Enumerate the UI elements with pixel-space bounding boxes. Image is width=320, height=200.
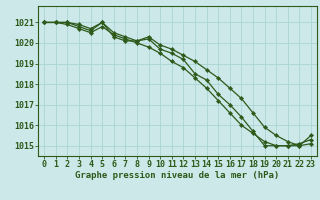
X-axis label: Graphe pression niveau de la mer (hPa): Graphe pression niveau de la mer (hPa) <box>76 171 280 180</box>
